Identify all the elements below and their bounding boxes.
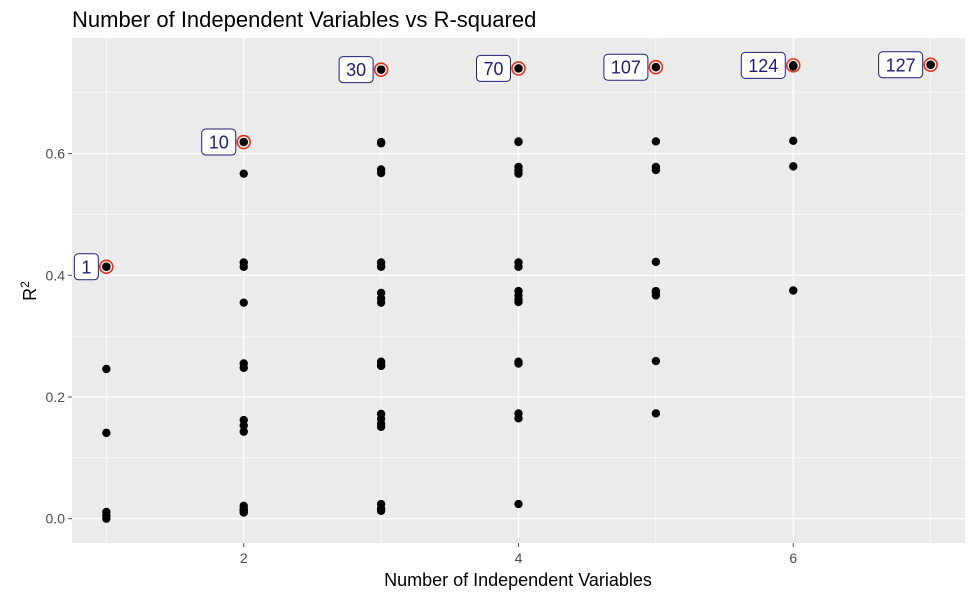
data-point xyxy=(102,511,111,520)
data-point xyxy=(376,506,386,515)
point-label-text: 30 xyxy=(346,60,366,80)
highlight-ring xyxy=(923,57,938,73)
data-point xyxy=(376,360,386,369)
highlight-ring xyxy=(511,61,526,76)
data-point xyxy=(376,422,386,431)
highlighted-data-point xyxy=(514,64,523,73)
data-point xyxy=(651,257,661,267)
y-tick-label: 0.4 xyxy=(46,267,66,283)
point-label-box xyxy=(603,53,649,81)
x-tick-label: 6 xyxy=(789,550,797,566)
point-label-box xyxy=(476,54,511,82)
point-label-box xyxy=(73,253,99,281)
data-point xyxy=(376,139,386,148)
y-tick-label: 0.2 xyxy=(46,389,66,405)
highlighted-data-point xyxy=(239,137,248,147)
data-point xyxy=(102,428,111,438)
data-point xyxy=(514,169,523,178)
data-point xyxy=(239,363,248,372)
y-axis: 0.0 0.2 0.4 0.6 xyxy=(46,146,72,527)
point-label-text: 127 xyxy=(886,55,916,75)
highlight-ring xyxy=(373,62,389,77)
highlight-ring xyxy=(99,259,114,275)
point-label-text: 70 xyxy=(483,59,503,79)
highlighted-data-point xyxy=(926,60,935,69)
data-point xyxy=(514,137,523,146)
y-tick-label: 0.6 xyxy=(46,146,66,162)
point-label-text: 1 xyxy=(81,257,91,277)
data-point xyxy=(651,356,661,366)
x-tick-label: 4 xyxy=(515,550,523,566)
y-axis-title-superscript: 2 xyxy=(18,281,32,288)
data-point xyxy=(514,297,523,307)
data-point xyxy=(102,364,111,374)
highlight-ring xyxy=(648,59,664,75)
point-label-box xyxy=(740,51,786,79)
data-point xyxy=(376,298,386,307)
point-label-box xyxy=(338,56,374,84)
data-point xyxy=(239,169,248,178)
y-axis-title-base: R xyxy=(20,288,40,301)
x-axis-title: Number of Independent Variables xyxy=(384,570,652,590)
point-label-box xyxy=(201,128,237,156)
data-point xyxy=(651,165,661,175)
data-point xyxy=(376,168,386,178)
data-point xyxy=(239,504,248,514)
data-point xyxy=(239,298,248,307)
data-point xyxy=(514,262,523,271)
highlighted-data-point xyxy=(789,61,798,70)
data-point xyxy=(239,427,248,436)
data-point xyxy=(376,261,386,271)
highlighted-data-point xyxy=(376,65,386,74)
point-label-box xyxy=(878,51,924,79)
highlighted-data-point xyxy=(102,262,111,271)
chart-title: Number of Independent Variables vs R-squ… xyxy=(72,7,536,32)
point-labels: 1 10 30 70 107 124 127 xyxy=(73,51,924,281)
data-point xyxy=(651,409,661,418)
data-point xyxy=(514,499,523,509)
y-tick-label: 0.0 xyxy=(46,511,66,527)
data-point xyxy=(789,136,798,146)
y-axis-title: R2 xyxy=(18,281,40,301)
data-point xyxy=(239,421,248,430)
data-point xyxy=(651,288,661,298)
data-point xyxy=(514,414,523,423)
data-point xyxy=(789,286,798,295)
data-point xyxy=(514,359,523,368)
data-point xyxy=(651,137,661,146)
x-axis: 2 4 6 xyxy=(240,543,797,566)
data-point xyxy=(789,162,798,171)
point-label-text: 10 xyxy=(209,133,229,153)
point-label-text: 107 xyxy=(611,58,641,78)
highlight-ring xyxy=(785,58,801,73)
data-point xyxy=(239,262,248,271)
highlighted-points xyxy=(99,57,938,275)
highlight-ring xyxy=(236,134,252,150)
highlighted-data-point xyxy=(651,63,661,72)
point-label-text: 124 xyxy=(748,56,778,76)
x-tick-label: 2 xyxy=(240,550,248,566)
